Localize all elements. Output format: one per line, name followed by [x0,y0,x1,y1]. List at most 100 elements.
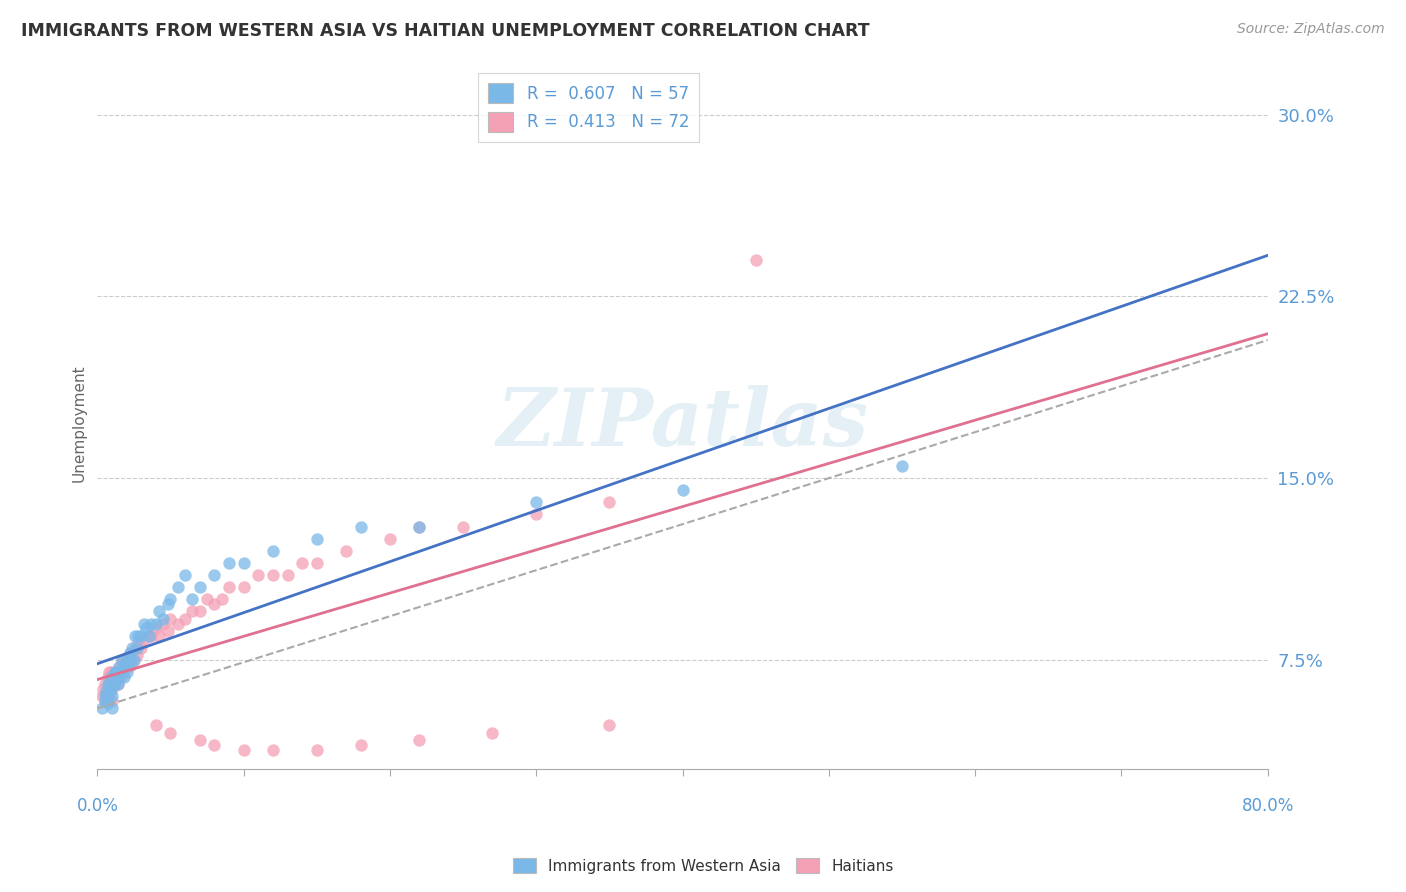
Point [101,670,124,684]
Point [262,544,284,558]
Point [108,660,131,674]
Point [105,665,128,679]
Point [159,725,181,739]
Point [114,657,136,672]
Point [97,670,120,684]
Point [104,677,127,691]
Legend: Immigrants from Western Asia, Haitians: Immigrants from Western Asia, Haitians [506,852,900,880]
Point [166,580,188,594]
Point [174,568,197,582]
Point [98,665,121,679]
Point [156,597,179,611]
Point [152,616,174,631]
Point [305,556,328,570]
Point [138,629,160,643]
Point [129,629,152,643]
Point [350,519,373,533]
Point [218,580,240,594]
Point [598,718,620,732]
Point [121,640,143,655]
Point [101,701,124,715]
Point [524,495,547,509]
Point [211,592,233,607]
Point [93,677,115,691]
Point [335,544,357,558]
Point [188,732,211,747]
Point [98,681,121,696]
Point [114,657,136,672]
Point [232,556,254,570]
Point [93,694,115,708]
Point [104,670,127,684]
Point [90,701,112,715]
Point [120,657,142,672]
Point [129,640,152,655]
Point [145,621,167,635]
Point [101,681,124,696]
Point [202,568,225,582]
Point [110,665,132,679]
Point [93,694,115,708]
Point [94,684,117,698]
Point [148,629,170,643]
Point [159,592,181,607]
Point [108,660,131,674]
Point [135,621,157,635]
Point [100,670,122,684]
Point [202,597,225,611]
Point [350,738,373,752]
Point [408,519,430,533]
Point [408,732,430,747]
Point [166,616,188,631]
Point [112,665,135,679]
Point [125,648,148,662]
Point [101,677,124,691]
Point [97,677,120,691]
Point [134,616,156,631]
Point [138,629,160,643]
Text: 0.0%: 0.0% [76,797,118,814]
Text: Source: ZipAtlas.com: Source: ZipAtlas.com [1237,22,1385,37]
Point [122,653,145,667]
Point [115,665,138,679]
Text: 80.0%: 80.0% [1241,797,1294,814]
Point [124,640,146,655]
Point [181,604,204,618]
Point [744,253,766,268]
Point [117,660,139,674]
Point [188,604,211,618]
Point [262,568,284,582]
Point [524,508,547,522]
Point [105,665,128,679]
Point [103,677,125,691]
Point [101,690,124,704]
Point [671,483,693,498]
Point [104,665,127,679]
Point [188,580,211,594]
Point [112,670,135,684]
Point [145,718,167,732]
Point [124,629,146,643]
Point [141,629,163,643]
Point [141,616,163,631]
Point [118,646,141,660]
Point [117,657,139,672]
Point [174,612,197,626]
Point [100,681,122,696]
Point [305,742,328,756]
Point [100,677,122,691]
Text: IMMIGRANTS FROM WESTERN ASIA VS HAITIAN UNEMPLOYMENT CORRELATION CHART: IMMIGRANTS FROM WESTERN ASIA VS HAITIAN … [21,22,870,40]
Point [98,690,121,704]
Point [110,670,132,684]
Point [93,690,115,704]
Point [156,624,179,638]
Point [181,592,204,607]
Point [108,670,131,684]
Y-axis label: Unemployment: Unemployment [72,365,86,483]
Point [378,532,401,546]
Point [90,690,112,704]
Point [94,690,117,704]
Point [232,580,254,594]
Point [195,592,218,607]
Point [202,738,225,752]
